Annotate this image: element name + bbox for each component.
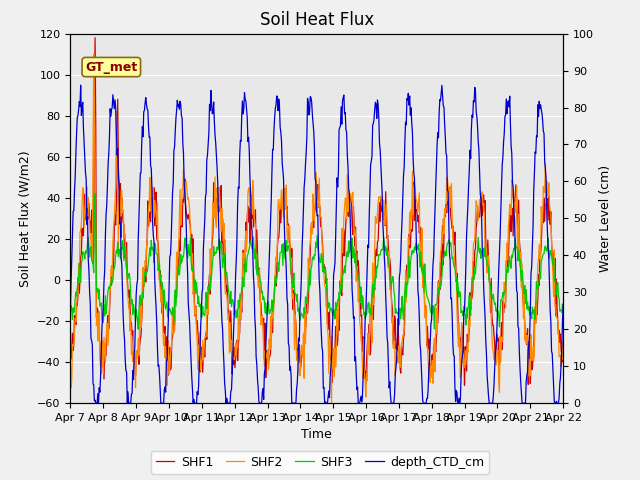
Line: SHF2: SHF2 [70,54,563,403]
SHF1 [203,336,211,342]
Text: GT_met: GT_met [85,60,138,73]
SHF2 [328,400,335,406]
depth_CTD_cm [76,99,83,105]
Y-axis label: Water Level (cm): Water Level (cm) [600,165,612,272]
SHF3 [392,306,400,312]
depth_CTD_cm [127,391,135,397]
SHF2 [378,202,385,208]
depth_CTD_cm [77,82,84,88]
SHF2 [90,51,97,57]
depth_CTD_cm [378,175,385,180]
SHF1 [377,197,385,203]
depth_CTD_cm [92,400,100,406]
SHF1 [92,35,99,41]
SHF2 [177,222,184,228]
Title: Soil Heat Flux: Soil Heat Flux [260,11,374,29]
SHF1 [392,317,399,323]
SHF2 [76,279,83,285]
Line: SHF1: SHF1 [70,38,563,385]
SHF2 [392,349,400,355]
SHF1 [67,349,74,355]
Line: depth_CTD_cm: depth_CTD_cm [70,85,563,403]
Legend: SHF1, SHF2, SHF3, depth_CTD_cm: SHF1, SHF2, SHF3, depth_CTD_cm [150,451,490,474]
depth_CTD_cm [204,152,211,158]
SHF1 [127,324,134,329]
SHF3 [177,260,185,266]
depth_CTD_cm [559,302,567,308]
SHF3 [378,246,385,252]
SHF1 [461,383,468,388]
X-axis label: Time: Time [301,429,332,442]
SHF3 [134,326,142,332]
Line: SHF3: SHF3 [70,194,563,329]
SHF2 [559,352,567,358]
SHF3 [92,191,99,197]
SHF2 [127,312,134,318]
SHF3 [76,261,83,266]
SHF3 [127,293,134,299]
SHF3 [67,306,74,312]
SHF1 [559,356,567,361]
depth_CTD_cm [177,113,185,119]
depth_CTD_cm [392,364,400,370]
depth_CTD_cm [67,309,74,314]
SHF1 [76,290,83,296]
SHF3 [204,296,211,301]
SHF2 [67,358,74,364]
SHF2 [203,315,211,321]
Y-axis label: Soil Heat Flux (W/m2): Soil Heat Flux (W/m2) [19,150,31,287]
SHF1 [177,218,184,224]
SHF3 [559,306,567,312]
